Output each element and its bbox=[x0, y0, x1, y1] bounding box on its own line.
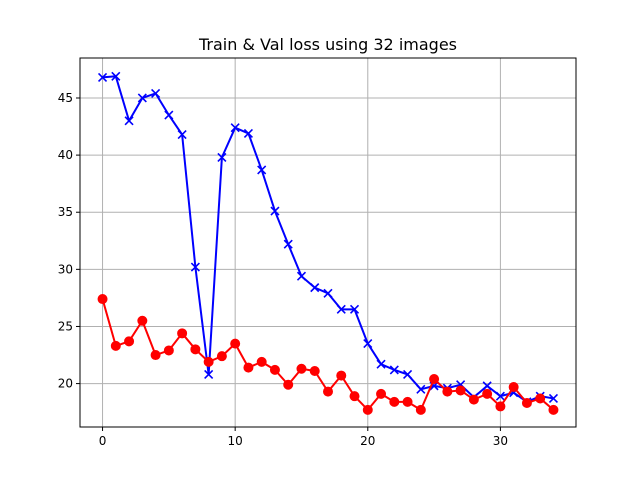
data-point bbox=[402, 396, 413, 407]
axes bbox=[76, 57, 577, 431]
data-point bbox=[468, 394, 479, 405]
data-point bbox=[508, 382, 519, 393]
data-point bbox=[309, 366, 320, 377]
data-point bbox=[336, 304, 346, 314]
data-point bbox=[269, 364, 280, 375]
data-point bbox=[283, 239, 293, 249]
tick-labels: 0 10 20 30 20 25 30 35 40 45 bbox=[58, 91, 508, 448]
grid-lines bbox=[80, 58, 576, 427]
series-1 bbox=[97, 294, 559, 415]
data-point bbox=[323, 386, 333, 397]
data-point bbox=[177, 328, 188, 339]
data-point bbox=[164, 110, 174, 120]
data-point bbox=[403, 369, 413, 380]
plot-series bbox=[97, 71, 559, 415]
data-point bbox=[535, 393, 546, 404]
data-point bbox=[363, 339, 373, 349]
data-point bbox=[190, 262, 200, 272]
data-point bbox=[270, 206, 280, 216]
data-point bbox=[416, 384, 426, 394]
data-point bbox=[376, 388, 387, 399]
data-point bbox=[243, 128, 253, 138]
data-point bbox=[137, 315, 148, 326]
data-point bbox=[217, 152, 227, 162]
data-point bbox=[151, 88, 161, 98]
data-point bbox=[256, 356, 267, 367]
data-point bbox=[204, 369, 214, 380]
data-point bbox=[216, 351, 227, 362]
data-point bbox=[177, 129, 187, 140]
x-tick-label: 10 bbox=[228, 434, 243, 448]
data-point bbox=[97, 294, 108, 305]
data-point bbox=[495, 391, 505, 401]
data-point bbox=[150, 350, 161, 361]
data-point bbox=[257, 165, 267, 175]
data-point bbox=[349, 304, 360, 314]
data-point bbox=[296, 363, 307, 374]
data-point bbox=[124, 116, 134, 126]
data-point bbox=[190, 344, 201, 355]
y-tick-label: 30 bbox=[58, 262, 73, 276]
y-tick-label: 35 bbox=[58, 205, 73, 219]
x-tick-label: 20 bbox=[360, 434, 375, 448]
data-point bbox=[310, 283, 320, 293]
x-tick-label: 30 bbox=[493, 434, 508, 448]
data-point bbox=[97, 72, 108, 82]
data-point bbox=[243, 362, 254, 373]
data-point bbox=[230, 123, 240, 133]
data-point bbox=[362, 404, 373, 415]
data-point bbox=[495, 401, 506, 412]
data-point bbox=[429, 374, 440, 385]
data-point bbox=[349, 391, 360, 402]
x-tick-label: 0 bbox=[99, 434, 107, 448]
data-point bbox=[137, 93, 147, 103]
data-point bbox=[455, 385, 466, 396]
data-point bbox=[296, 271, 307, 281]
data-point bbox=[323, 288, 333, 298]
y-tick-label: 25 bbox=[58, 319, 73, 333]
y-tick-label: 40 bbox=[58, 148, 73, 162]
data-point bbox=[110, 340, 121, 351]
data-point bbox=[163, 345, 174, 356]
data-point bbox=[415, 404, 426, 415]
data-point bbox=[336, 370, 347, 381]
data-point bbox=[203, 356, 214, 367]
data-point bbox=[482, 388, 493, 399]
data-point bbox=[548, 404, 559, 415]
data-point bbox=[521, 398, 532, 409]
data-point bbox=[111, 71, 121, 81]
data-point bbox=[548, 393, 559, 404]
data-point bbox=[389, 365, 399, 375]
chart-title: Train & Val loss using 32 images bbox=[198, 35, 457, 54]
data-point bbox=[376, 359, 386, 369]
data-point bbox=[482, 381, 492, 391]
data-point bbox=[442, 386, 453, 397]
y-tick-label: 20 bbox=[58, 377, 73, 391]
data-point bbox=[283, 379, 294, 390]
data-point bbox=[389, 396, 400, 407]
plot-frame bbox=[79, 57, 577, 428]
data-point bbox=[230, 338, 241, 349]
data-point bbox=[124, 336, 135, 347]
y-tick-label: 45 bbox=[58, 91, 73, 105]
series-0 bbox=[97, 71, 559, 407]
